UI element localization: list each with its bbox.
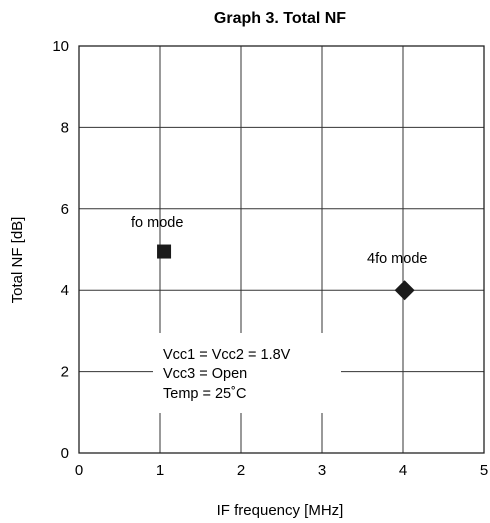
plot-frame: [78, 45, 485, 454]
x-tick-label: 0: [75, 462, 83, 479]
data-point-fo-mode: [157, 244, 172, 259]
data-point-4fo-mode: [394, 280, 415, 301]
x-tick-label: 5: [480, 462, 488, 479]
y-tick-label: 0: [61, 445, 69, 462]
chart-title: Graph 3. Total NF: [214, 10, 346, 27]
x-tick-label: 2: [237, 462, 245, 479]
x-tick-label: 3: [318, 462, 326, 479]
x-tick-label: 4: [399, 462, 407, 479]
y-tick-label: 8: [61, 119, 69, 136]
data-marks: [157, 244, 415, 301]
series-label-4fo-mode: 4fo mode: [367, 251, 427, 267]
y-tick-label: 4: [61, 282, 69, 299]
x-axis-label: IF frequency [MHz]: [217, 502, 344, 519]
conditions-background: [153, 333, 341, 413]
condition-temp: Temp = 25˚C: [163, 386, 246, 402]
y-axis-label: Total NF [dB]: [9, 217, 26, 304]
series-label-fo-mode: fo mode: [131, 215, 183, 231]
condition-vcc12: Vcc1 = Vcc2 = 1.8V: [163, 347, 291, 363]
y-tick-label: 6: [61, 201, 69, 218]
y-tick-label: 2: [61, 364, 69, 381]
x-tick-label: 1: [156, 462, 164, 479]
tick-labels: 0 1 2 3 4 5 0 2 4 6 8 10: [52, 38, 488, 479]
y-tick-label: 10: [52, 38, 69, 55]
condition-vcc3: Vcc3 = Open: [163, 366, 247, 382]
